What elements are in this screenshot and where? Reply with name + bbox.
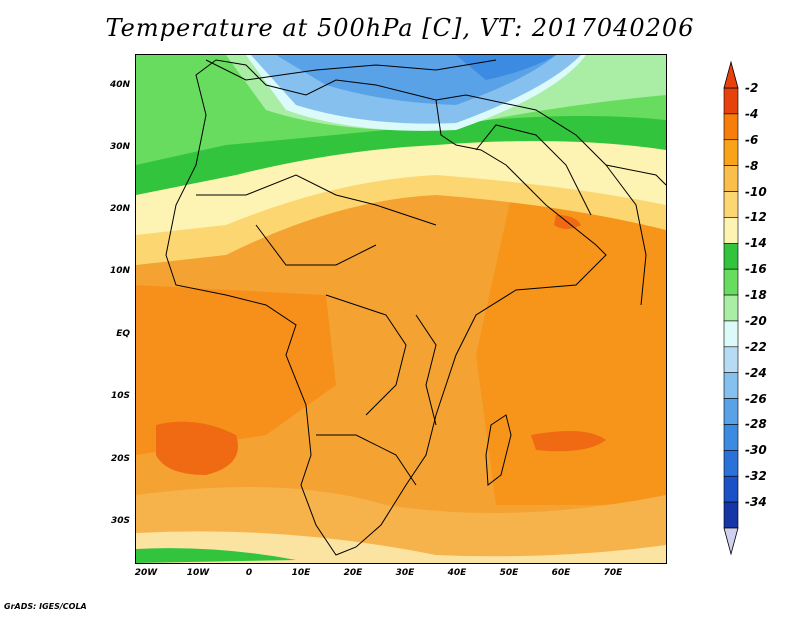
colorbar-label: -34 (745, 495, 767, 510)
central-border (325, 294, 407, 416)
madagascar-coast (485, 414, 512, 486)
lat-label: 10N (109, 266, 130, 276)
lon-label: 0 (245, 568, 253, 578)
chart-title: Temperature at 500hPa [C], VT: 201704020… (105, 14, 695, 42)
colorbar-label: -20 (745, 313, 767, 328)
lat-label: 10S (110, 391, 130, 401)
colorbar-segment (723, 294, 739, 322)
colorbar-segment (723, 165, 739, 192)
colorbar-segment (723, 113, 739, 141)
mediterranean-north (205, 59, 497, 81)
lat-label: EQ (116, 329, 130, 339)
coastlines (165, 59, 666, 556)
colorbar-segment (723, 424, 739, 451)
lon-label: 40E (447, 568, 467, 578)
colorbar-label: -6 (745, 132, 759, 147)
south-border (316, 434, 417, 486)
colorbar-over-arrow (723, 60, 739, 89)
colorbar-label: -10 (745, 184, 767, 199)
credit-text: GrADS: IGES/COLA (4, 602, 87, 611)
colorbar-segment (723, 372, 739, 399)
colorbar-label: -4 (745, 106, 759, 121)
lat-label: 20N (109, 204, 130, 214)
field-hot-patch-atlantic (156, 421, 238, 475)
colorbar-segment (723, 346, 739, 374)
middle-east-coast (435, 94, 666, 186)
colorbar-label: -30 (745, 443, 767, 458)
colorbar-segment (723, 217, 739, 244)
colorbar-segment (723, 398, 739, 425)
sahel-border (196, 174, 437, 226)
india-coast (605, 164, 647, 306)
east-border (415, 314, 437, 426)
map-canvas (136, 55, 666, 563)
arabia-coast (475, 124, 592, 216)
field-south-cool (136, 531, 666, 563)
colorbar-label: -18 (745, 288, 767, 303)
colorbar-segments (723, 87, 739, 529)
colorbar-label: -32 (745, 469, 767, 484)
colorbar-segment (723, 475, 739, 503)
colorbar-segment (723, 450, 739, 477)
colorbar-segment (723, 242, 739, 270)
africa-coast (165, 59, 607, 556)
colorbar-segment (723, 191, 739, 218)
field-north-28 (456, 55, 556, 80)
colorbar-label: -24 (745, 365, 767, 380)
colorbar (723, 60, 739, 556)
lat-label: 40N (109, 80, 130, 90)
field-hot-patch-indian (531, 431, 606, 452)
colorbar-label: -2 (745, 81, 759, 95)
colorbar-label: -26 (745, 391, 767, 406)
colorbar-segment (723, 268, 739, 296)
lon-label: 30E (395, 568, 415, 578)
colorbar-label: -14 (745, 236, 767, 251)
lat-label: 30S (110, 516, 130, 526)
lon-label: 50E (499, 568, 519, 578)
colorbar-under-arrow (723, 527, 739, 556)
lat-label: 20S (110, 454, 130, 464)
westafrica-border (255, 224, 377, 266)
lon-label: 20W (134, 568, 158, 578)
colorbar-segment (723, 87, 739, 115)
colorbar-segment (723, 501, 739, 529)
colorbar-segment (723, 139, 739, 166)
colorbar-segment (723, 320, 739, 348)
field-warm-indian (476, 155, 666, 505)
lon-label: 10W (186, 568, 210, 578)
lon-label: 10E (291, 568, 311, 578)
colorbar-label: -8 (745, 158, 759, 173)
temperature-map (135, 54, 667, 564)
field-south-green (136, 548, 296, 563)
colorbar-label: -12 (745, 210, 767, 225)
field-warm-atlantic (136, 285, 336, 455)
colorbar-label: -16 (745, 262, 767, 277)
lon-label: 70E (603, 568, 623, 578)
colorbar-label: -28 (745, 417, 767, 432)
lat-label: 30N (109, 142, 130, 152)
colorbar-label: -22 (745, 339, 767, 354)
lon-label: 20E (343, 568, 363, 578)
lon-label: 60E (551, 568, 571, 578)
